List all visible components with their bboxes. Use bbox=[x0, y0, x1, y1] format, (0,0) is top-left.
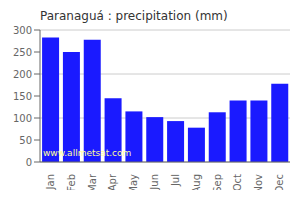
svg-text:Mar: Mar bbox=[87, 173, 98, 190]
svg-text:Oct: Oct bbox=[232, 174, 243, 190]
svg-text:300: 300 bbox=[13, 25, 32, 36]
svg-text:Aug: Aug bbox=[191, 174, 202, 190]
svg-text:50: 50 bbox=[19, 135, 32, 146]
html-text:Paranaguá : precipitation (mm): Paranaguá : precipitation (mm) bbox=[40, 9, 228, 23]
svg-text:Dec: Dec bbox=[274, 174, 285, 190]
svg-text:150: 150 bbox=[13, 91, 32, 102]
svg-text:Jul: Jul bbox=[170, 174, 181, 187]
svg-text:200: 200 bbox=[13, 69, 32, 80]
svg-text:Sep: Sep bbox=[212, 174, 223, 190]
svg-text:250: 250 bbox=[13, 47, 32, 58]
svg-text:Feb: Feb bbox=[66, 174, 77, 190]
svg-text:Jun: Jun bbox=[149, 174, 160, 190]
svg-text:Nov: Nov bbox=[253, 174, 264, 190]
svg-text:100: 100 bbox=[13, 113, 32, 124]
svg-text:Apr: Apr bbox=[107, 173, 118, 190]
svg-text:Jan: Jan bbox=[45, 174, 56, 190]
svg-text:0: 0 bbox=[26, 157, 32, 168]
svg-text:May: May bbox=[128, 174, 139, 190]
html-text:www.allmetsat.com: www.allmetsat.com bbox=[43, 148, 132, 158]
